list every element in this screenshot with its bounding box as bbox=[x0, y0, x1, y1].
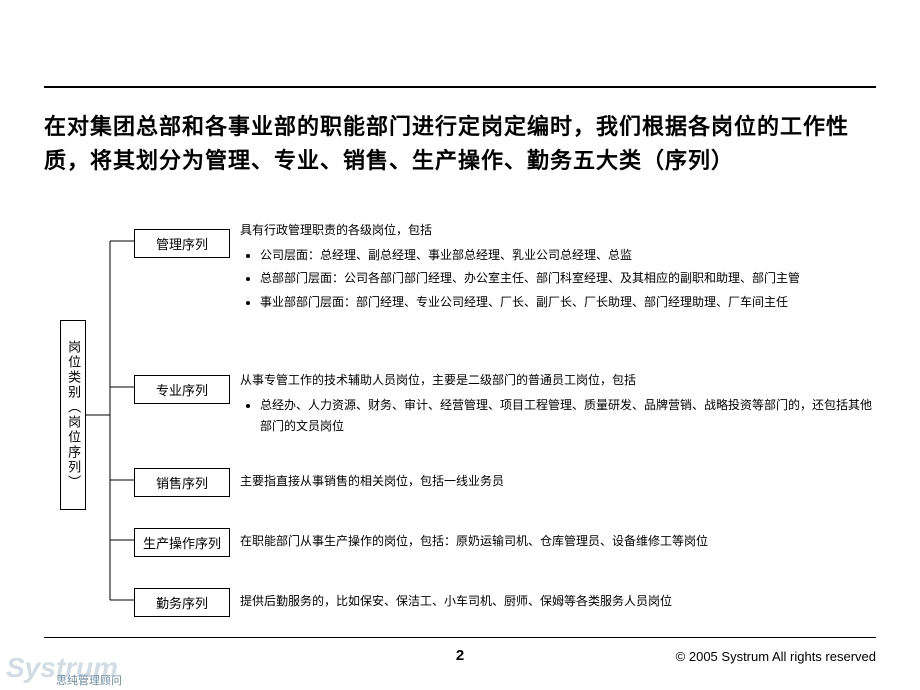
watermark-subtext: 思纯管理顾问 bbox=[56, 672, 122, 688]
category-box: 生产操作序列 bbox=[134, 528, 230, 557]
copyright: © 2005 Systrum All rights reserved bbox=[676, 649, 876, 664]
category-label: 销售序列 bbox=[156, 476, 208, 491]
category-box: 管理序列 bbox=[134, 229, 230, 258]
category-label: 勤务序列 bbox=[156, 596, 208, 611]
bullet-item: 公司层面：总经理、副总经理、事业部总经理、乳业公司总经理、总监 bbox=[260, 245, 880, 267]
description-head: 从事专管工作的技术辅助人员岗位，主要是二级部门的普通员工岗位，包括 bbox=[240, 370, 880, 392]
top-rule bbox=[44, 86, 876, 88]
page-title: 在对集团总部和各事业部的职能部门进行定岗定编时，我们根据各岗位的工作性质，将其划… bbox=[44, 110, 876, 178]
description-head: 具有行政管理职责的各级岗位，包括 bbox=[240, 220, 880, 242]
category-label: 生产操作序列 bbox=[143, 536, 221, 551]
description-bullets: 总经办、人力资源、财务、审计、经营管理、项目工程管理、质量研发、品牌营销、战略投… bbox=[240, 395, 880, 438]
description-head: 提供后勤服务的，比如保安、保洁工、小车司机、厨师、保姆等各类服务人员岗位 bbox=[240, 591, 880, 613]
bottom-rule bbox=[44, 637, 876, 638]
category-box: 销售序列 bbox=[134, 468, 230, 497]
root-node: 岗位类别（岗位序列） bbox=[60, 320, 86, 510]
category-label: 管理序列 bbox=[156, 237, 208, 252]
slide: 在对集团总部和各事业部的职能部门进行定岗定编时，我们根据各岗位的工作性质，将其划… bbox=[0, 0, 920, 690]
category-description: 提供后勤服务的，比如保安、保洁工、小车司机、厨师、保姆等各类服务人员岗位 bbox=[240, 591, 880, 613]
diagram: 岗位类别（岗位序列） 管理序列 具有行政管理职责的各级岗位，包括公司层面：总经理、… bbox=[60, 220, 880, 620]
category-label: 专业序列 bbox=[156, 383, 208, 398]
category-description: 从事专管工作的技术辅助人员岗位，主要是二级部门的普通员工岗位，包括总经办、人力资… bbox=[240, 370, 880, 440]
bullet-item: 总经办、人力资源、财务、审计、经营管理、项目工程管理、质量研发、品牌营销、战略投… bbox=[260, 395, 880, 438]
category-description: 主要指直接从事销售的相关岗位，包括一线业务员 bbox=[240, 471, 880, 493]
bullet-item: 事业部部门层面：部门经理、专业公司经理、厂长、副厂长、厂长助理、部门经理助理、厂… bbox=[260, 292, 880, 314]
description-head: 在职能部门从事生产操作的岗位，包括：原奶运输司机、仓库管理员、设备维修工等岗位 bbox=[240, 531, 880, 553]
category-box: 勤务序列 bbox=[134, 588, 230, 617]
category-description: 具有行政管理职责的各级岗位，包括公司层面：总经理、副总经理、事业部总经理、乳业公… bbox=[240, 220, 880, 315]
bullet-item: 总部部门层面：公司各部门部门经理、办公室主任、部门科室经理、及其相应的副职和助理… bbox=[260, 268, 880, 290]
description-bullets: 公司层面：总经理、副总经理、事业部总经理、乳业公司总经理、总监总部部门层面：公司… bbox=[240, 245, 880, 314]
category-box: 专业序列 bbox=[134, 375, 230, 404]
root-label: 岗位类别（岗位序列） bbox=[66, 340, 80, 490]
category-description: 在职能部门从事生产操作的岗位，包括：原奶运输司机、仓库管理员、设备维修工等岗位 bbox=[240, 531, 880, 553]
description-head: 主要指直接从事销售的相关岗位，包括一线业务员 bbox=[240, 471, 880, 493]
